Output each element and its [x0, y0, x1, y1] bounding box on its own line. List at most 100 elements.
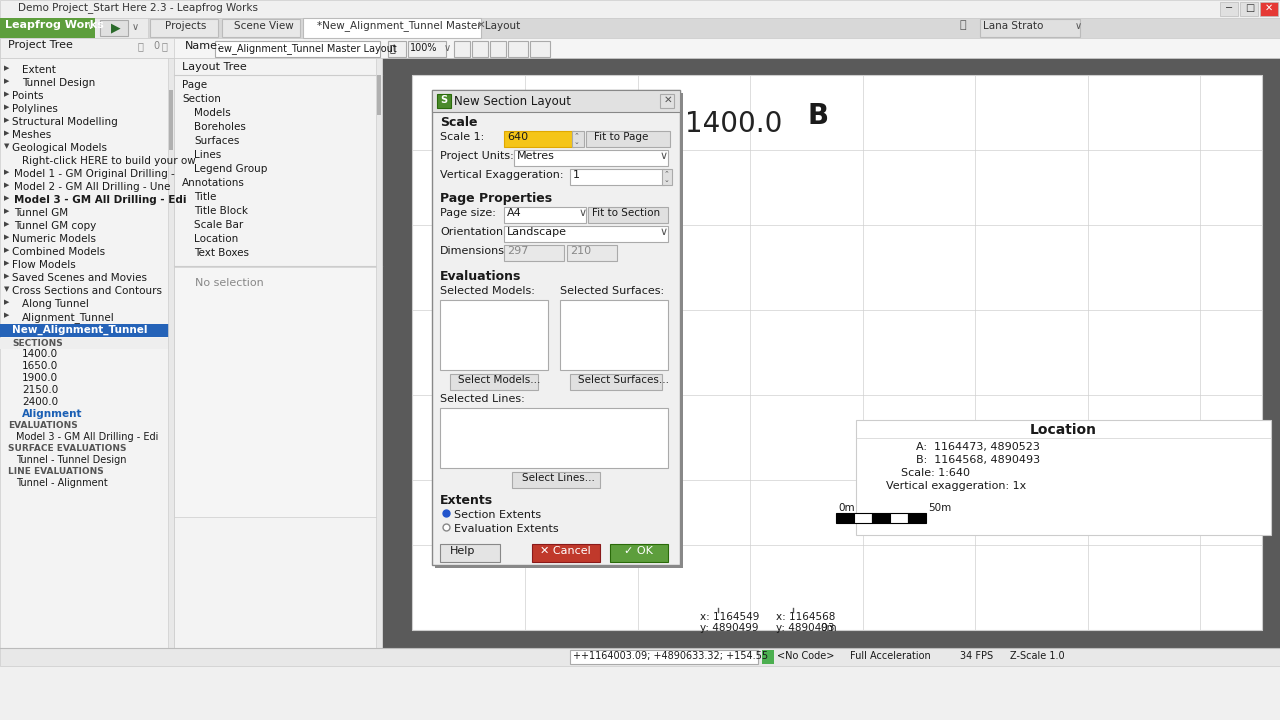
Bar [0, 18, 95, 38]
Text: Model 2 - GM All Drilling - Une: Model 2 - GM All Drilling - Une [14, 182, 170, 192]
Text: ⌃
⌄: ⌃ ⌄ [573, 132, 580, 145]
Text: S: S [440, 95, 447, 105]
Text: B: B [808, 102, 829, 130]
Text: Legend Group: Legend Group [195, 164, 268, 174]
Text: 2150.0: 2150.0 [22, 385, 59, 395]
Bar [454, 41, 470, 57]
Text: A4: A4 [507, 208, 522, 218]
Text: Scale Bar: Scale Bar [195, 220, 243, 230]
Bar [490, 41, 506, 57]
Text: Combined Models: Combined Models [12, 247, 105, 257]
Text: 297: 297 [507, 246, 529, 256]
Text: Polylines: Polylines [12, 104, 58, 114]
Bar [376, 58, 381, 648]
Text: ++1164003.09; +4890633.32; +154.55: ++1164003.09; +4890633.32; +154.55 [573, 651, 768, 661]
Bar [660, 94, 675, 108]
Text: Name:: Name: [186, 41, 221, 51]
Text: ▶: ▶ [111, 21, 120, 34]
Bar [854, 513, 872, 523]
Text: ▶: ▶ [4, 221, 9, 227]
Text: ▶: ▶ [4, 247, 9, 253]
Text: −: − [1225, 3, 1233, 13]
Text: 🔍: 🔍 [390, 43, 396, 53]
Text: ▶: ▶ [4, 104, 9, 110]
Text: Right-click HERE to build your ow: Right-click HERE to build your ow [22, 156, 196, 166]
Bar [436, 94, 451, 108]
Text: 0: 0 [154, 41, 159, 51]
Text: ∨: ∨ [660, 151, 668, 161]
Text: ✕: ✕ [477, 20, 485, 30]
Bar [174, 267, 381, 517]
Bar [440, 300, 548, 370]
Text: 210: 210 [570, 246, 591, 256]
Text: Page: Page [182, 80, 207, 90]
Text: Model 3 - GM All Drilling - Edi: Model 3 - GM All Drilling - Edi [14, 195, 187, 205]
Bar [174, 58, 381, 648]
Text: Demo Project_Start Here 2.3 - Leapfrog Works: Demo Project_Start Here 2.3 - Leapfrog W… [18, 2, 259, 13]
Bar [504, 245, 564, 261]
Text: ▶: ▶ [4, 78, 9, 84]
Text: ✕: ✕ [664, 95, 673, 105]
Text: Title Block: Title Block [195, 206, 248, 216]
Bar [0, 38, 174, 58]
Text: Page size:: Page size: [440, 208, 495, 218]
Text: ✓ OK: ✓ OK [625, 546, 653, 556]
Bar [0, 38, 1280, 58]
Bar [0, 0, 1280, 18]
Text: *New_Alignment_Tunnel Master Layout: *New_Alignment_Tunnel Master Layout [317, 20, 520, 31]
Bar [512, 472, 600, 488]
Bar [567, 245, 617, 261]
Text: A:  1164473, 4890523: A: 1164473, 4890523 [916, 442, 1039, 452]
Bar [378, 75, 381, 115]
Bar [433, 90, 680, 112]
Bar [980, 19, 1080, 37]
Text: ∨: ∨ [132, 22, 140, 32]
Bar [570, 169, 664, 185]
Text: Location: Location [195, 234, 238, 244]
Text: 1400.0: 1400.0 [22, 349, 58, 359]
Bar [451, 374, 538, 390]
Text: y: 4890493: y: 4890493 [776, 623, 835, 633]
Text: Z-Scale 1.0: Z-Scale 1.0 [1010, 651, 1065, 661]
Text: No selection: No selection [195, 278, 264, 288]
Text: ▶: ▶ [4, 234, 9, 240]
Bar [433, 90, 680, 565]
Text: ∨: ∨ [579, 208, 588, 218]
Text: Scale: Scale [440, 116, 477, 129]
Bar [0, 648, 1280, 666]
Text: LINE EVALUATIONS: LINE EVALUATIONS [8, 467, 104, 476]
Text: Fit to Page: Fit to Page [594, 132, 649, 142]
Text: Project Units:: Project Units: [440, 151, 513, 161]
Text: B:  1164568, 4890493: B: 1164568, 4890493 [916, 455, 1041, 465]
Text: Tunnel - Tunnel Design: Tunnel - Tunnel Design [15, 455, 127, 465]
Bar [856, 420, 1271, 535]
Bar [515, 150, 668, 166]
Text: Orientation:: Orientation: [440, 227, 507, 237]
Text: ∨: ∨ [660, 227, 668, 237]
Text: Section Extents: Section Extents [454, 510, 541, 520]
Bar [662, 169, 672, 185]
Bar [504, 226, 668, 242]
Bar [472, 41, 488, 57]
Text: 100%: 100% [410, 43, 438, 53]
Text: Tunnel - Alignment: Tunnel - Alignment [15, 478, 108, 488]
Bar [0, 18, 1280, 38]
Text: Scale 1:: Scale 1: [440, 132, 484, 142]
Text: Along Tunnel: Along Tunnel [22, 299, 88, 309]
Text: 0m: 0m [838, 503, 855, 513]
Bar [588, 207, 668, 223]
Bar [381, 58, 1280, 648]
Bar [100, 20, 128, 36]
Bar [586, 131, 669, 147]
Text: Select Lines...: Select Lines... [522, 473, 595, 483]
Text: Text Boxes: Text Boxes [195, 248, 250, 258]
Bar [836, 513, 854, 523]
Bar [408, 41, 445, 57]
Bar [890, 513, 908, 523]
Text: Layout Tree: Layout Tree [182, 62, 247, 72]
Text: <No Code>: <No Code> [777, 651, 835, 661]
Bar [303, 18, 481, 38]
Text: Evaluation Extents: Evaluation Extents [454, 524, 558, 534]
Text: 50m: 50m [928, 503, 951, 513]
Text: ▶: ▶ [4, 169, 9, 175]
